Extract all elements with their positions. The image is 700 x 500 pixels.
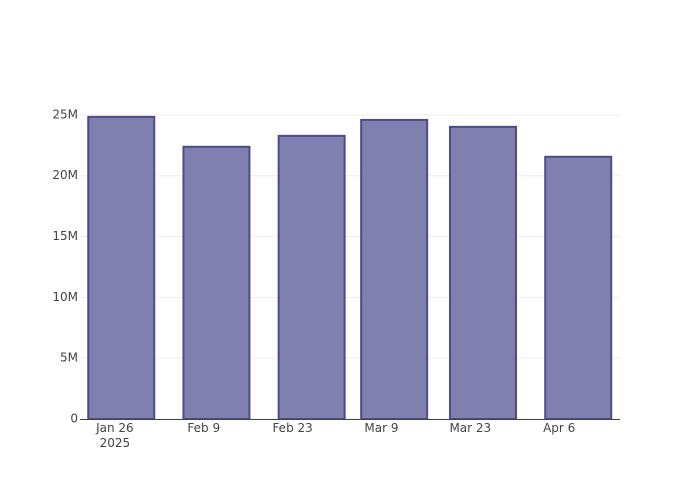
x-tick-label: Jan 26 2025 (96, 421, 134, 450)
bar (182, 145, 251, 421)
x-tick-label: Mar 9 (364, 421, 399, 435)
bar (277, 134, 346, 420)
y-tick-label: 5M (60, 351, 78, 365)
x-tick-label: Feb 9 (187, 421, 221, 435)
x-tick-label: Mar 23 (449, 421, 492, 435)
y-tick-label: 0 (70, 412, 78, 426)
bar (544, 155, 613, 420)
x-tick-label: Feb 23 (272, 421, 313, 435)
bar (87, 115, 156, 420)
y-tick-label: 20M (52, 168, 78, 182)
x-tick-label: Apr 6 (543, 421, 576, 435)
y-tick-label: 25M (52, 107, 78, 121)
bar (360, 118, 429, 420)
y-tick-label: 10M (52, 290, 78, 304)
y-tick-label: 15M (52, 229, 78, 243)
bar (449, 125, 518, 420)
